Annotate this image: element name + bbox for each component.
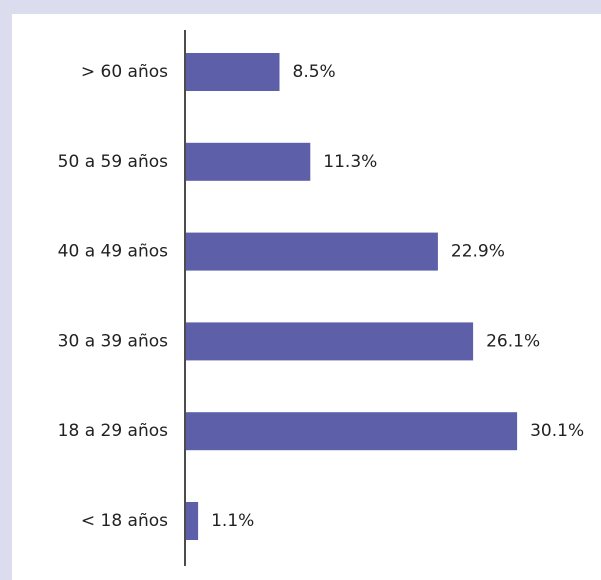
value-label: 30.1% bbox=[530, 421, 584, 441]
category-label: < 18 años bbox=[81, 511, 168, 531]
category-label: 18 a 29 años bbox=[58, 421, 168, 441]
bar bbox=[186, 502, 199, 540]
panel bbox=[12, 14, 601, 580]
bar bbox=[186, 322, 474, 361]
bar bbox=[186, 412, 518, 451]
value-label: 1.1% bbox=[211, 511, 254, 531]
value-label: 26.1% bbox=[486, 331, 540, 351]
category-label: > 60 años bbox=[81, 62, 168, 82]
value-label: 22.9% bbox=[451, 242, 505, 262]
category-label: 30 a 39 años bbox=[58, 331, 168, 351]
category-label: 40 a 49 años bbox=[58, 242, 168, 262]
value-label: 8.5% bbox=[293, 62, 336, 82]
value-label: 11.3% bbox=[323, 152, 377, 172]
category-label: 50 a 59 años bbox=[58, 152, 168, 172]
bar bbox=[186, 53, 280, 91]
bar bbox=[186, 232, 438, 271]
bar bbox=[186, 142, 311, 181]
